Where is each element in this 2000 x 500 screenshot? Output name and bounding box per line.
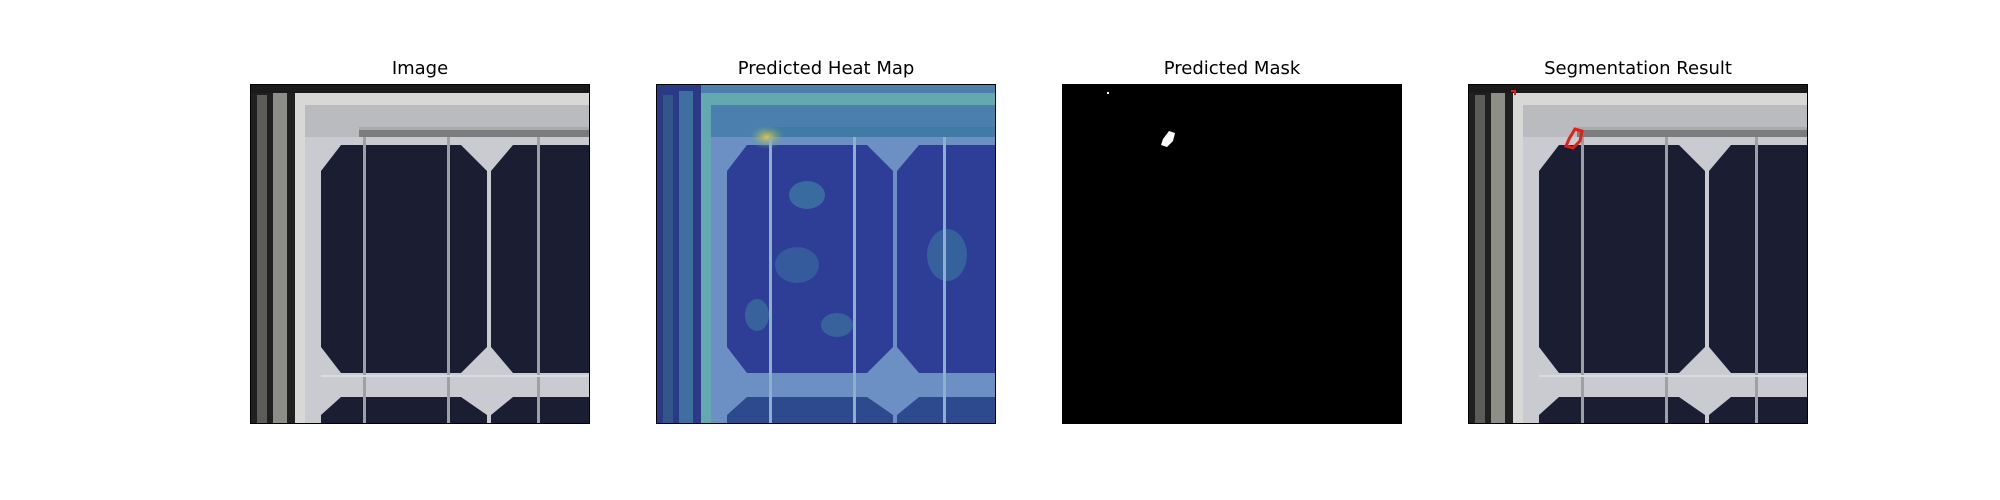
panel-title: Segmentation Result [1544,58,1732,79]
solar-panel-photo [251,85,589,423]
heatmap-frame [656,84,996,424]
mask-blob [1161,131,1175,147]
defect-contour [1563,127,1584,150]
panel-title: Predicted Mask [1163,58,1301,79]
mask-speck [1107,92,1109,94]
panel-title: Image [391,58,449,79]
mask-image [1063,85,1401,423]
segmentation-frame [1468,84,1808,424]
mask-frame [1062,84,1402,424]
segmentation-image [1469,85,1807,423]
heatmap-image [657,85,995,423]
image-frame [250,84,590,424]
defect-contour-small [1511,90,1516,95]
panel-title: Predicted Heat Map [737,58,915,79]
